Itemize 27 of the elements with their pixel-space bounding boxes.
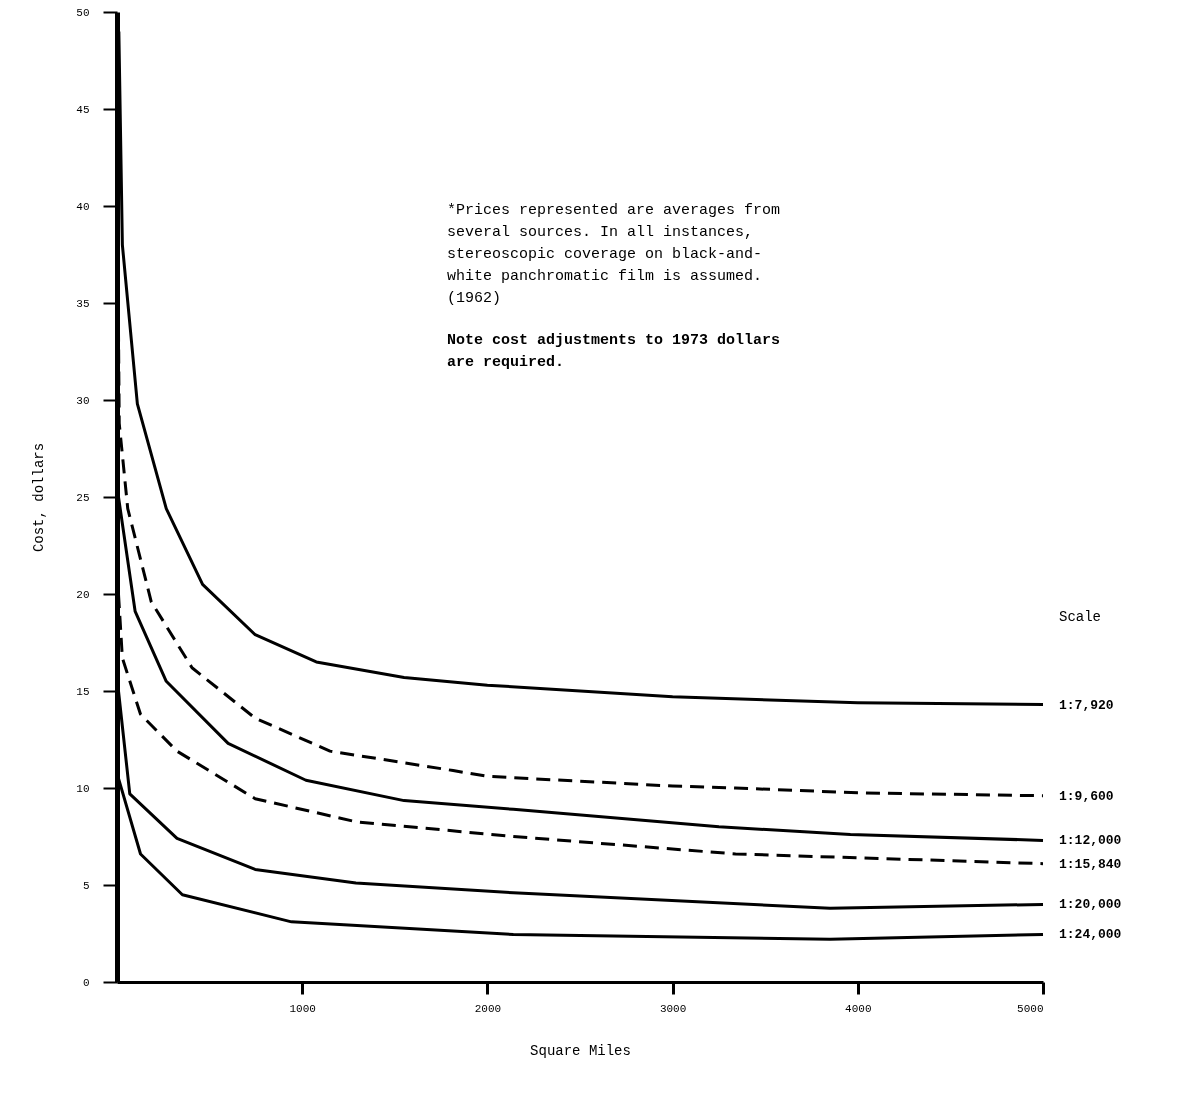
y-tick-label: 20 — [76, 588, 90, 601]
series-label: 1:20,000 — [1059, 897, 1122, 913]
x-tick-label: 2000 — [474, 1002, 502, 1015]
series-label: 1:12,000 — [1059, 833, 1122, 849]
y-tick-label: 15 — [76, 685, 90, 698]
y-tick-label: 35 — [76, 297, 90, 310]
y-tick-label: 5 — [82, 879, 90, 892]
y-tick-label: 25 — [76, 491, 90, 504]
y-tick-label: 50 — [76, 6, 90, 19]
y-tick-label: 45 — [76, 103, 90, 116]
x-tick-label: 5000 — [1017, 1002, 1044, 1015]
legend-title: Scale — [1059, 609, 1102, 625]
y-axis-title: Cost, dollars — [31, 442, 48, 553]
x-tick-label: 4000 — [845, 1002, 872, 1015]
series-label: 1:9,600 — [1059, 788, 1114, 804]
y-tick-label: 10 — [76, 782, 90, 795]
y-tick-label: 0 — [82, 976, 90, 989]
x-tick-label: 3000 — [659, 1002, 687, 1015]
y-tick-label: 30 — [76, 394, 90, 407]
series-label: 1:24,000 — [1059, 927, 1122, 943]
annotation: *Prices represented are averages from several sources. In all instances, stereoscopic coverage on black-and- white panchromatic film is assumed. (1962) — [447, 202, 781, 307]
x-axis-title: Square Miles — [530, 1042, 631, 1059]
annotation: Note cost adjustments to 1973 dollars are required. — [447, 332, 781, 371]
y-tick-label: 40 — [76, 200, 90, 213]
series-label: 1:7,920 — [1059, 697, 1114, 713]
series-label: 1:15,840 — [1059, 856, 1122, 872]
x-tick-label: 1000 — [289, 1002, 316, 1015]
